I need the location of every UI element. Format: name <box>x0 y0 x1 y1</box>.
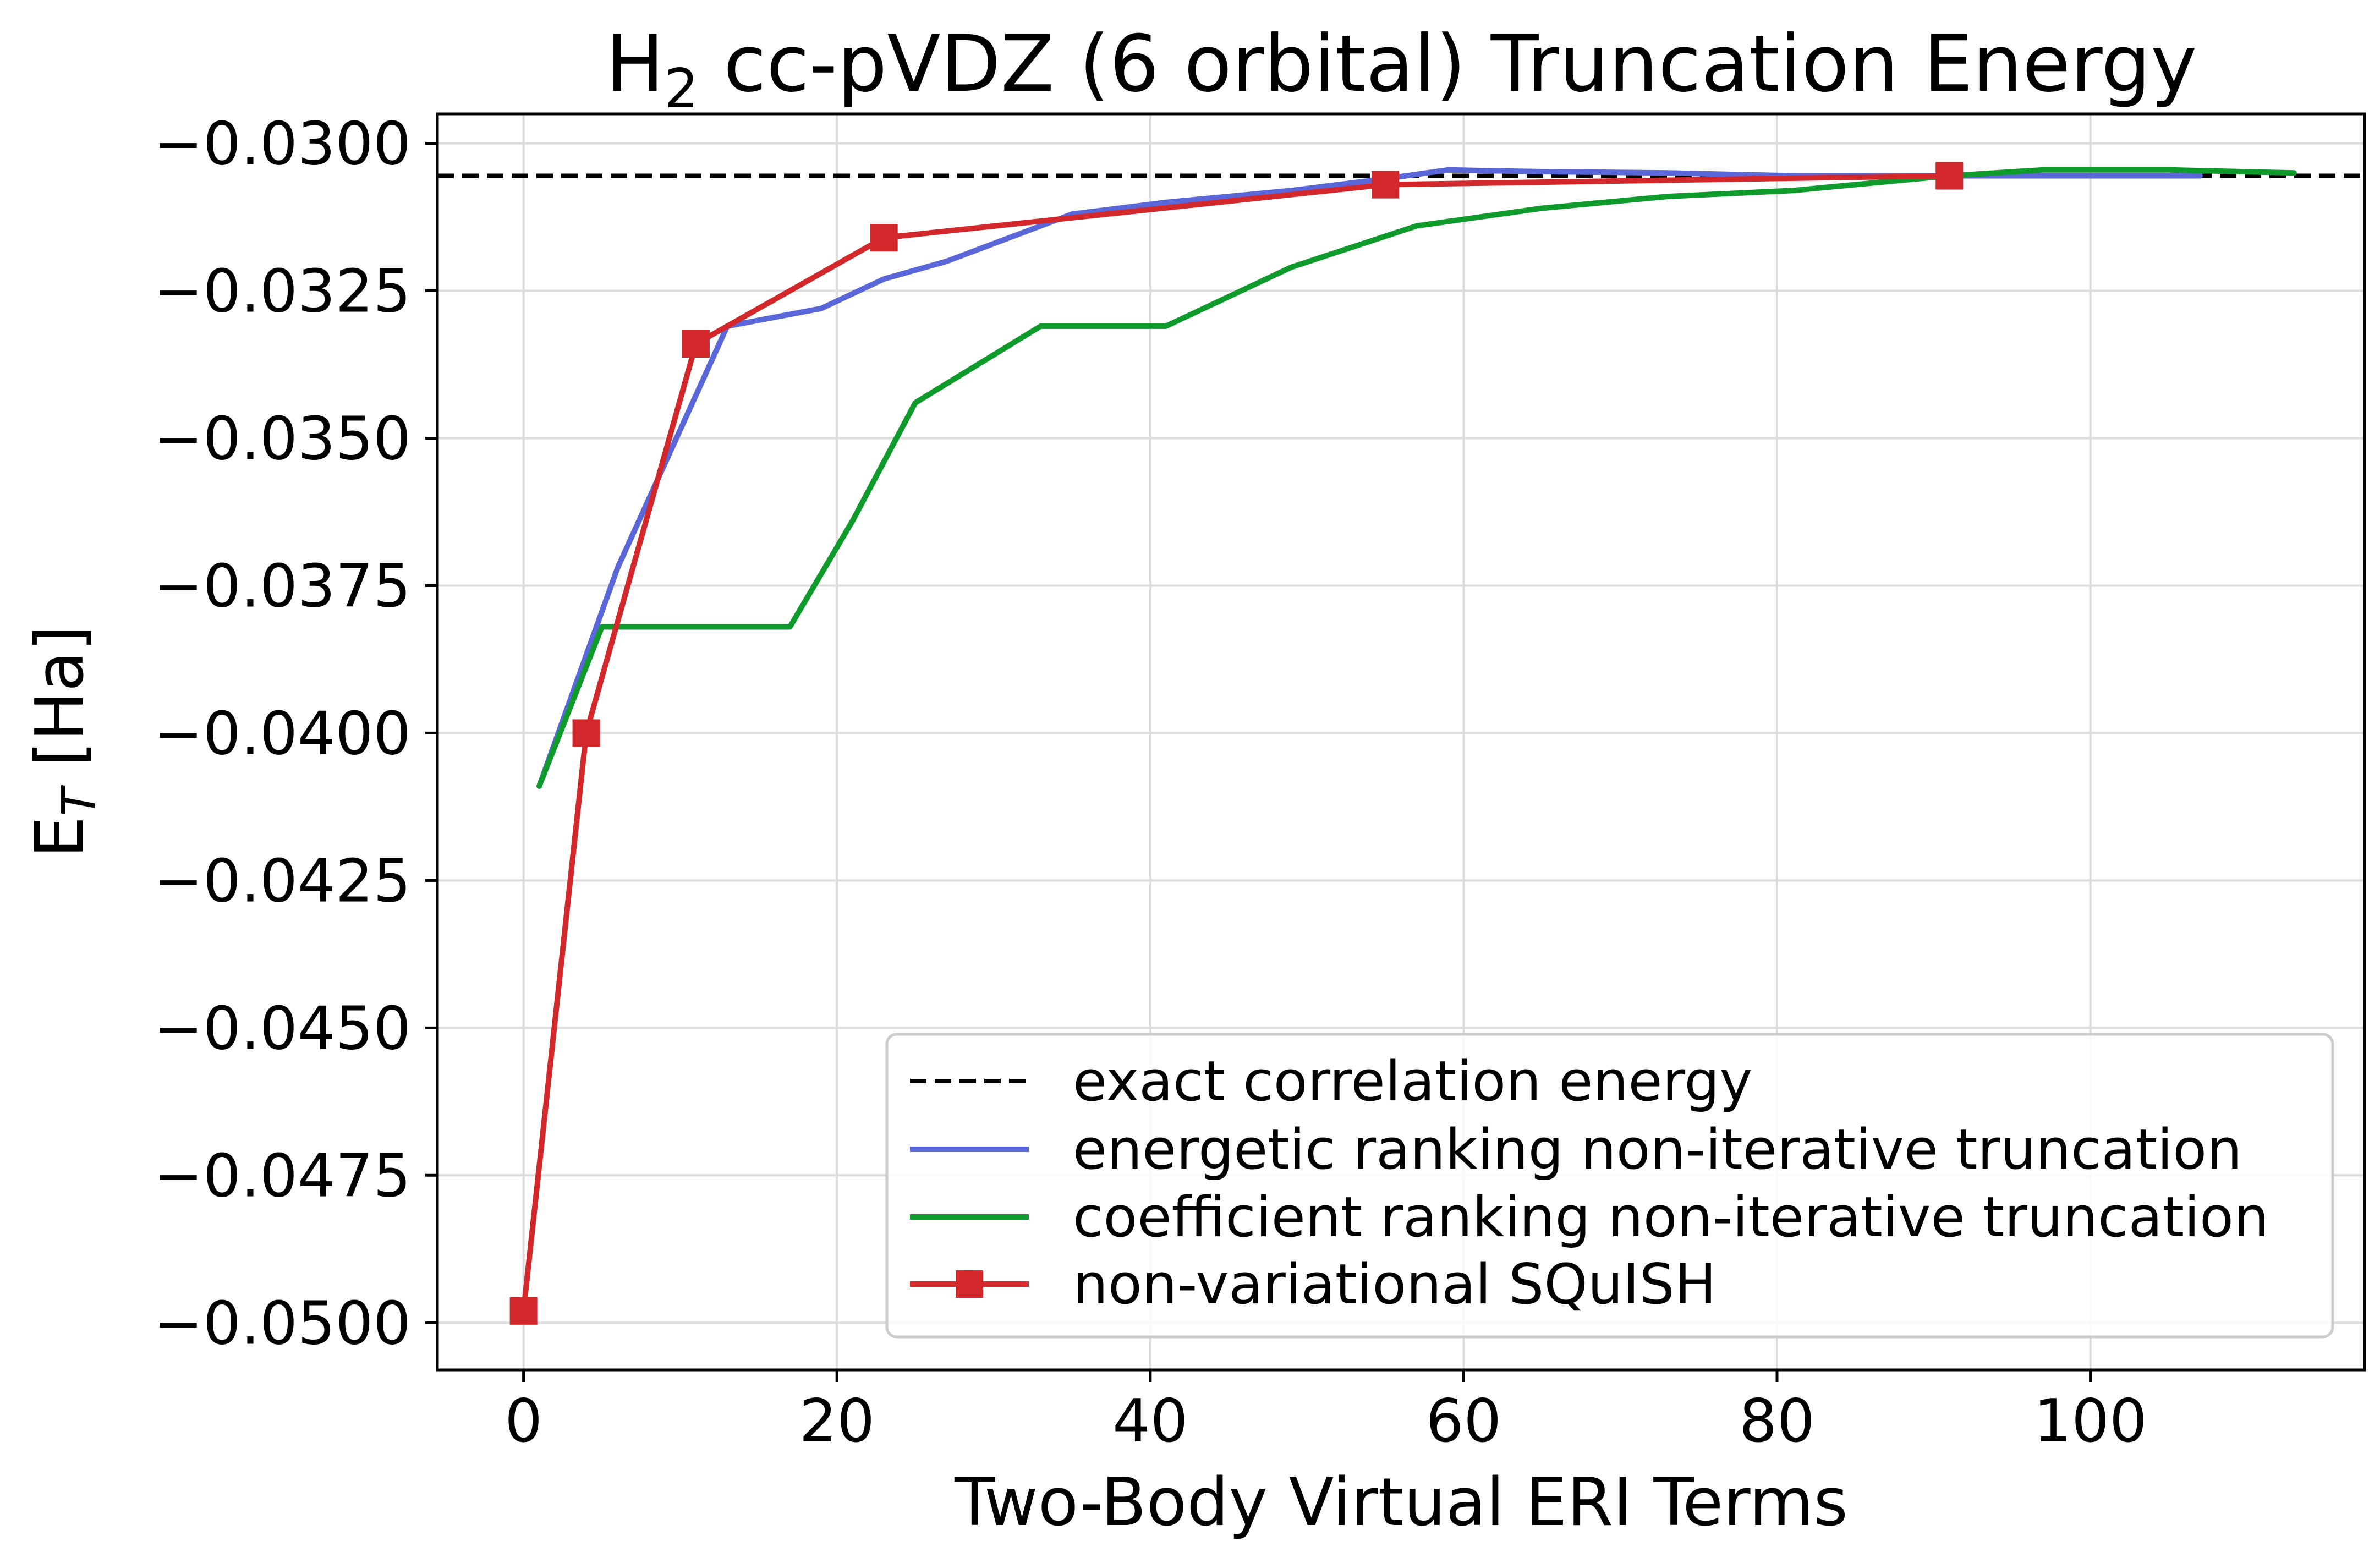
squish-point-marker <box>509 1297 538 1325</box>
plot-layer <box>437 162 2365 1325</box>
squish-line <box>520 173 1953 1314</box>
squish-point-marker <box>572 719 600 747</box>
grid-layer <box>437 114 2365 1370</box>
coefficient-ranking-line <box>536 167 2297 789</box>
y-tick-label: −0.0500 <box>153 1289 411 1358</box>
x-tick-label: 40 <box>1112 1387 1188 1456</box>
legend-label-exact: exact correlation energy <box>1073 1049 1752 1114</box>
x-axis-label: Two-Body Virtual ERI Terms <box>954 1465 1848 1541</box>
energetic-ranking-line <box>536 167 2203 789</box>
tick-layer: 0 20 40 60 80 100 −0.0500 −0.0475 −0.0450 −0.0425… <box>153 110 2147 1456</box>
y-tick-label: −0.0350 <box>153 405 411 474</box>
y-axis-label: ET [Ha] <box>22 626 106 858</box>
legend: exact correlation energy energetic ranki… <box>885 1033 2334 1339</box>
plot-frame <box>436 112 2366 1372</box>
x-tick-label: 0 <box>504 1387 542 1456</box>
y-tick-label: −0.0325 <box>153 257 411 326</box>
squish-point-marker <box>870 224 898 252</box>
x-tick-label: 60 <box>1426 1387 1501 1456</box>
legend-label-energetic: energetic ranking non-iterative truncati… <box>1073 1117 2242 1182</box>
y-tick-label: −0.0450 <box>153 994 411 1063</box>
y-tick-label: −0.0375 <box>153 552 411 621</box>
y-tick-label: −0.0300 <box>153 110 411 179</box>
x-tick-label: 100 <box>2034 1387 2147 1456</box>
legend-label-coefficient: coefficient ranking non-iterative trunca… <box>1073 1184 2269 1249</box>
legend-marker-squish <box>956 1270 983 1298</box>
chart-title: H2 cc-pVDZ (6 orbital) Truncation Energy <box>606 19 2197 120</box>
squish-point-marker <box>682 330 710 358</box>
x-tick-label: 80 <box>1739 1387 1814 1456</box>
legend-box <box>885 1033 2334 1339</box>
y-tick-label: −0.0400 <box>153 699 411 768</box>
y-tick-label: −0.0425 <box>153 847 411 915</box>
squish-point-marker <box>1372 171 1400 199</box>
squish-point-marker <box>1935 162 1964 190</box>
y-tick-label: −0.0475 <box>153 1142 411 1210</box>
x-tick-label: 20 <box>799 1387 875 1456</box>
legend-label-squish: non-variational SQuISH <box>1073 1252 1717 1317</box>
